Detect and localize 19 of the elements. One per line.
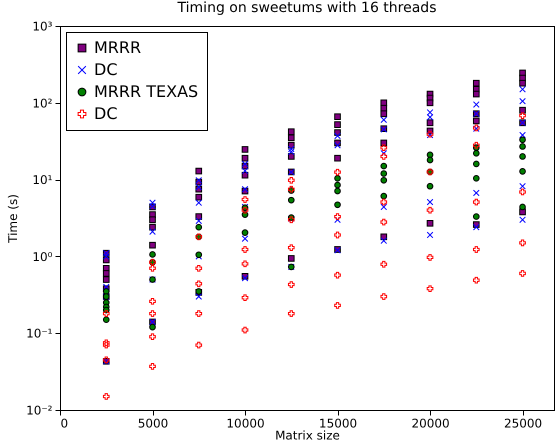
y-tick-label: 10³ xyxy=(32,20,53,34)
legend-label: MRRR xyxy=(94,38,142,57)
y-tick-label: 10¹ xyxy=(32,173,53,188)
y-tick-label: 10⁻² xyxy=(26,404,53,418)
legend-label: MRRR TEXAS xyxy=(94,82,198,101)
x-tick-label: 20000 xyxy=(411,416,450,430)
x-tick-label: 0 xyxy=(60,416,68,430)
x-tick-label: 25000 xyxy=(504,416,542,430)
x-tick-label: 10000 xyxy=(226,416,265,430)
x-tick-label: 5000 xyxy=(138,416,168,430)
y-axis-title: Time (s) xyxy=(6,194,20,244)
chart-title: Timing on sweetums with 16 threads xyxy=(176,0,436,16)
y-tick-label: 10⁻¹ xyxy=(26,326,53,341)
y-tick-label: 10² xyxy=(32,96,53,110)
x-axis-title: Matrix size xyxy=(275,428,340,442)
legend-label: DC xyxy=(94,104,118,123)
legend-label: DC xyxy=(94,60,118,79)
x-tick-label: 15000 xyxy=(318,416,358,430)
y-tick-label: 10⁰ xyxy=(32,250,53,264)
